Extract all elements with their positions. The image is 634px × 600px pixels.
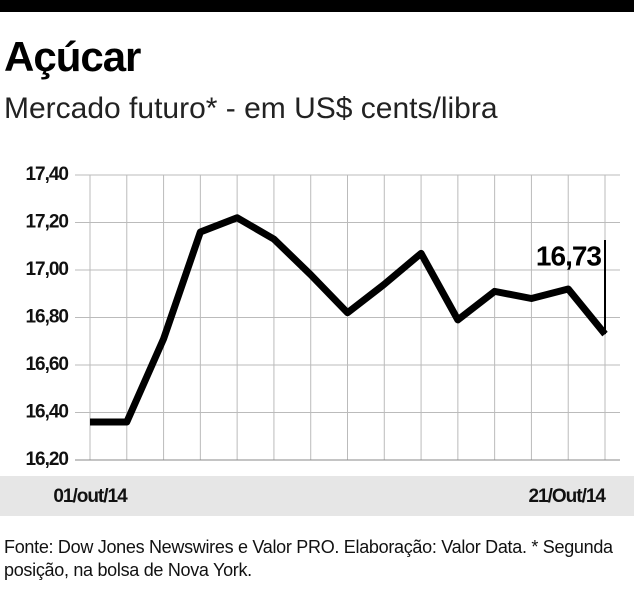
chart-title: Açúcar: [4, 33, 141, 80]
source-note: Fonte: Dow Jones Newswires e Valor PRO. …: [4, 537, 613, 580]
data-label: 16,73: [536, 240, 601, 271]
y-tick-label: 16,40: [25, 402, 68, 423]
line: [90, 214, 608, 426]
x-tick-label: 01/out/14: [53, 486, 128, 507]
chart-subtitle: Mercado futuro* - em US$ cents/libra: [4, 92, 498, 125]
y-tick-label: 17,40: [25, 164, 68, 185]
y-tick-label: 16,60: [25, 354, 68, 375]
y-tick-label: 16,20: [25, 449, 68, 470]
x-tick-label: 21/Out/14: [528, 486, 606, 507]
y-tick-label: 16,80: [25, 307, 68, 328]
y-tick-label: 17,00: [25, 259, 68, 280]
chart: Açúcar Mercado futuro* - em US$ cents/li…: [0, 0, 634, 516]
y-tick-label: 17,20: [25, 212, 68, 233]
top-bar: [0, 0, 634, 12]
x-axis-band: [0, 476, 634, 516]
